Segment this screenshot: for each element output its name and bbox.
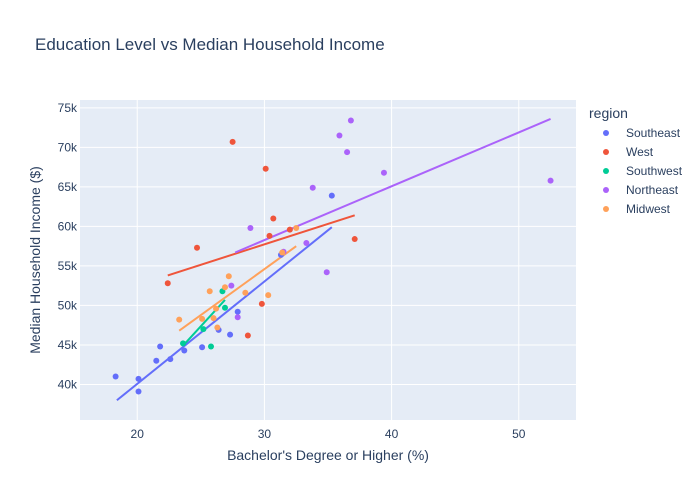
- point-southwest[interactable]: [200, 326, 207, 333]
- point-southwest[interactable]: [221, 304, 228, 311]
- point-southeast[interactable]: [153, 357, 160, 364]
- point-southeast[interactable]: [328, 192, 335, 199]
- y-axis-title: Median Household Income ($): [27, 166, 43, 354]
- legend-item-southeast[interactable]: Southeast: [603, 126, 681, 140]
- trendlines: [116, 118, 551, 402]
- trendline-southeast: [116, 226, 333, 402]
- y-tick-label: 45k: [58, 338, 78, 352]
- legend-marker-west: [603, 149, 609, 155]
- point-northeast[interactable]: [234, 314, 241, 321]
- y-tick-label: 75k: [58, 101, 78, 115]
- y-tick-label: 70k: [58, 140, 78, 154]
- legend-marker-northeast: [603, 187, 609, 193]
- x-tick-label: 50: [512, 427, 526, 441]
- point-west[interactable]: [244, 332, 251, 339]
- point-northeast[interactable]: [344, 149, 351, 156]
- legend-marker-southwest: [603, 168, 609, 174]
- point-west[interactable]: [262, 165, 269, 172]
- point-southeast[interactable]: [112, 373, 119, 380]
- point-midwest[interactable]: [206, 288, 213, 295]
- point-midwest[interactable]: [242, 289, 249, 296]
- plot-area: [80, 100, 576, 420]
- point-west[interactable]: [194, 244, 201, 251]
- point-midwest[interactable]: [176, 316, 183, 323]
- legend-label-southwest: Southwest: [626, 164, 683, 178]
- point-midwest[interactable]: [213, 305, 220, 312]
- legend-title: region: [589, 105, 628, 121]
- point-west[interactable]: [286, 226, 293, 233]
- point-southeast[interactable]: [199, 344, 206, 351]
- legend-item-midwest[interactable]: Midwest: [603, 202, 671, 216]
- point-west[interactable]: [266, 232, 273, 239]
- point-west[interactable]: [270, 215, 277, 222]
- point-midwest[interactable]: [293, 225, 300, 231]
- point-southwest[interactable]: [180, 340, 187, 347]
- legend-marker-southeast: [603, 130, 609, 136]
- trendline-midwest: [178, 245, 297, 332]
- point-west[interactable]: [164, 280, 171, 287]
- trendline-west: [167, 214, 356, 277]
- point-southeast[interactable]: [135, 375, 142, 382]
- point-midwest[interactable]: [221, 284, 228, 291]
- point-northeast[interactable]: [323, 269, 330, 276]
- y-tick-label: 55k: [58, 259, 78, 273]
- point-northeast[interactable]: [247, 225, 254, 231]
- point-northeast[interactable]: [309, 184, 316, 191]
- point-midwest[interactable]: [210, 315, 217, 322]
- legend-item-southwest[interactable]: Southwest: [603, 164, 683, 178]
- point-west[interactable]: [229, 138, 236, 145]
- legend: region Southeast West Southwest Northeast Mi…: [589, 105, 683, 216]
- point-southwest[interactable]: [207, 343, 214, 350]
- point-northeast[interactable]: [336, 132, 343, 139]
- point-northeast[interactable]: [303, 240, 310, 247]
- point-midwest[interactable]: [214, 324, 221, 331]
- legend-label-northeast: Northeast: [626, 183, 679, 197]
- point-southeast[interactable]: [135, 388, 142, 395]
- tick-labels: 20 30 40 50 40k 45k 50k 55k 60k 65k 70k 75k: [58, 101, 526, 441]
- point-southeast[interactable]: [181, 347, 188, 354]
- chart-title: Education Level vs Median Household Inco…: [35, 35, 385, 54]
- data-points: [112, 117, 554, 395]
- point-northeast[interactable]: [547, 177, 554, 184]
- x-tick-label: 30: [258, 427, 272, 441]
- x-tick-label: 40: [385, 427, 399, 441]
- point-midwest[interactable]: [225, 273, 232, 280]
- point-northeast[interactable]: [380, 169, 387, 176]
- point-southeast[interactable]: [227, 331, 234, 338]
- legend-item-west[interactable]: West: [603, 145, 654, 159]
- point-midwest[interactable]: [199, 315, 206, 322]
- point-southeast[interactable]: [167, 356, 174, 363]
- x-axis-title: Bachelor's Degree or Higher (%): [227, 447, 429, 463]
- point-midwest[interactable]: [265, 292, 272, 299]
- point-southeast[interactable]: [234, 308, 241, 315]
- legend-item-northeast[interactable]: Northeast: [603, 183, 679, 197]
- point-west[interactable]: [351, 236, 358, 243]
- y-tick-label: 50k: [58, 298, 78, 312]
- x-tick-label: 20: [131, 427, 145, 441]
- legend-marker-midwest: [603, 206, 609, 212]
- y-tick-label: 60k: [58, 219, 78, 233]
- point-northeast[interactable]: [347, 117, 354, 124]
- y-tick-label: 65k: [58, 180, 78, 194]
- point-northeast[interactable]: [228, 282, 235, 289]
- legend-label-midwest: Midwest: [626, 202, 671, 216]
- point-west[interactable]: [258, 300, 265, 307]
- legend-label-west: West: [626, 145, 654, 159]
- point-southeast[interactable]: [157, 343, 164, 350]
- point-midwest[interactable]: [279, 249, 286, 256]
- legend-label-southeast: Southeast: [626, 126, 681, 140]
- y-tick-label: 40k: [58, 377, 78, 391]
